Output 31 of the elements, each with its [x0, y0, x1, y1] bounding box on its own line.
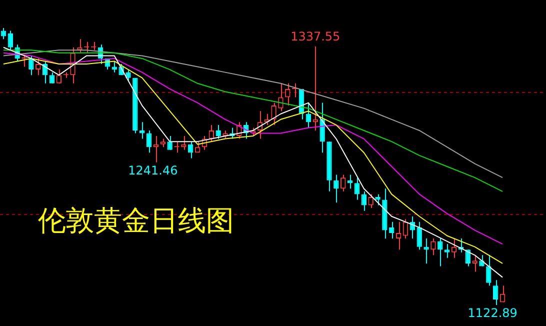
candlestick — [0, 28, 6, 40]
candlestick — [416, 221, 422, 250]
candlestick — [340, 174, 346, 192]
candlestick — [396, 221, 402, 250]
annotation: 1122.89 — [468, 306, 518, 320]
candlestick — [271, 102, 276, 126]
candlestick — [402, 218, 408, 240]
candlestick — [36, 58, 41, 76]
candlestick — [126, 69, 131, 82]
annotation: 1241.46 — [128, 163, 178, 178]
candlestick — [285, 82, 290, 106]
candlestick — [389, 221, 394, 240]
candlestick — [8, 30, 13, 51]
candlestick — [451, 238, 457, 258]
candlestick — [444, 244, 450, 258]
candlestick — [354, 177, 360, 200]
candlestick — [486, 254, 492, 286]
annotation: 1337.55 — [290, 30, 340, 44]
candlestick — [430, 238, 436, 256]
candlestick — [139, 122, 145, 140]
candlestick — [146, 130, 152, 154]
candlestick — [320, 102, 325, 154]
candlestick — [493, 280, 498, 306]
text: 伦敦黄金日线图 — [38, 203, 234, 239]
candlestick — [216, 124, 221, 140]
candlestick — [361, 190, 367, 212]
candlestick — [278, 82, 284, 112]
candlestick — [28, 55, 34, 76]
candlestick — [438, 238, 443, 267]
candlestick — [472, 254, 478, 272]
candlestick — [334, 174, 339, 204]
